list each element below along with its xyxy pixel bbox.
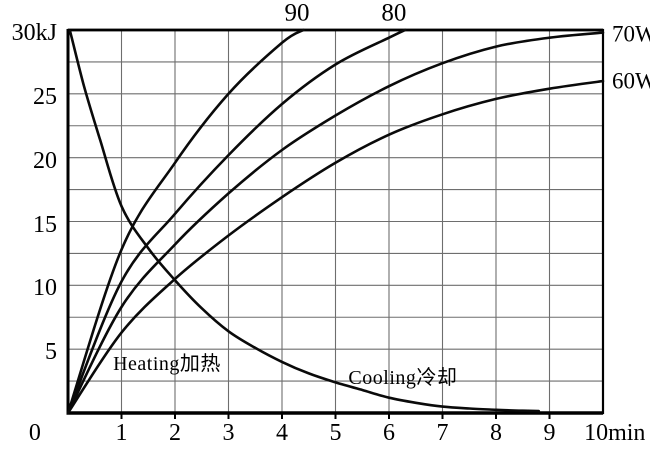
- curve-cooling: [68, 30, 541, 413]
- curve-heating-60W: [66, 79, 605, 415]
- curve-heating-70W: [66, 31, 605, 415]
- curve-heating-80: [66, 28, 407, 415]
- curve-heating-90: [66, 28, 305, 415]
